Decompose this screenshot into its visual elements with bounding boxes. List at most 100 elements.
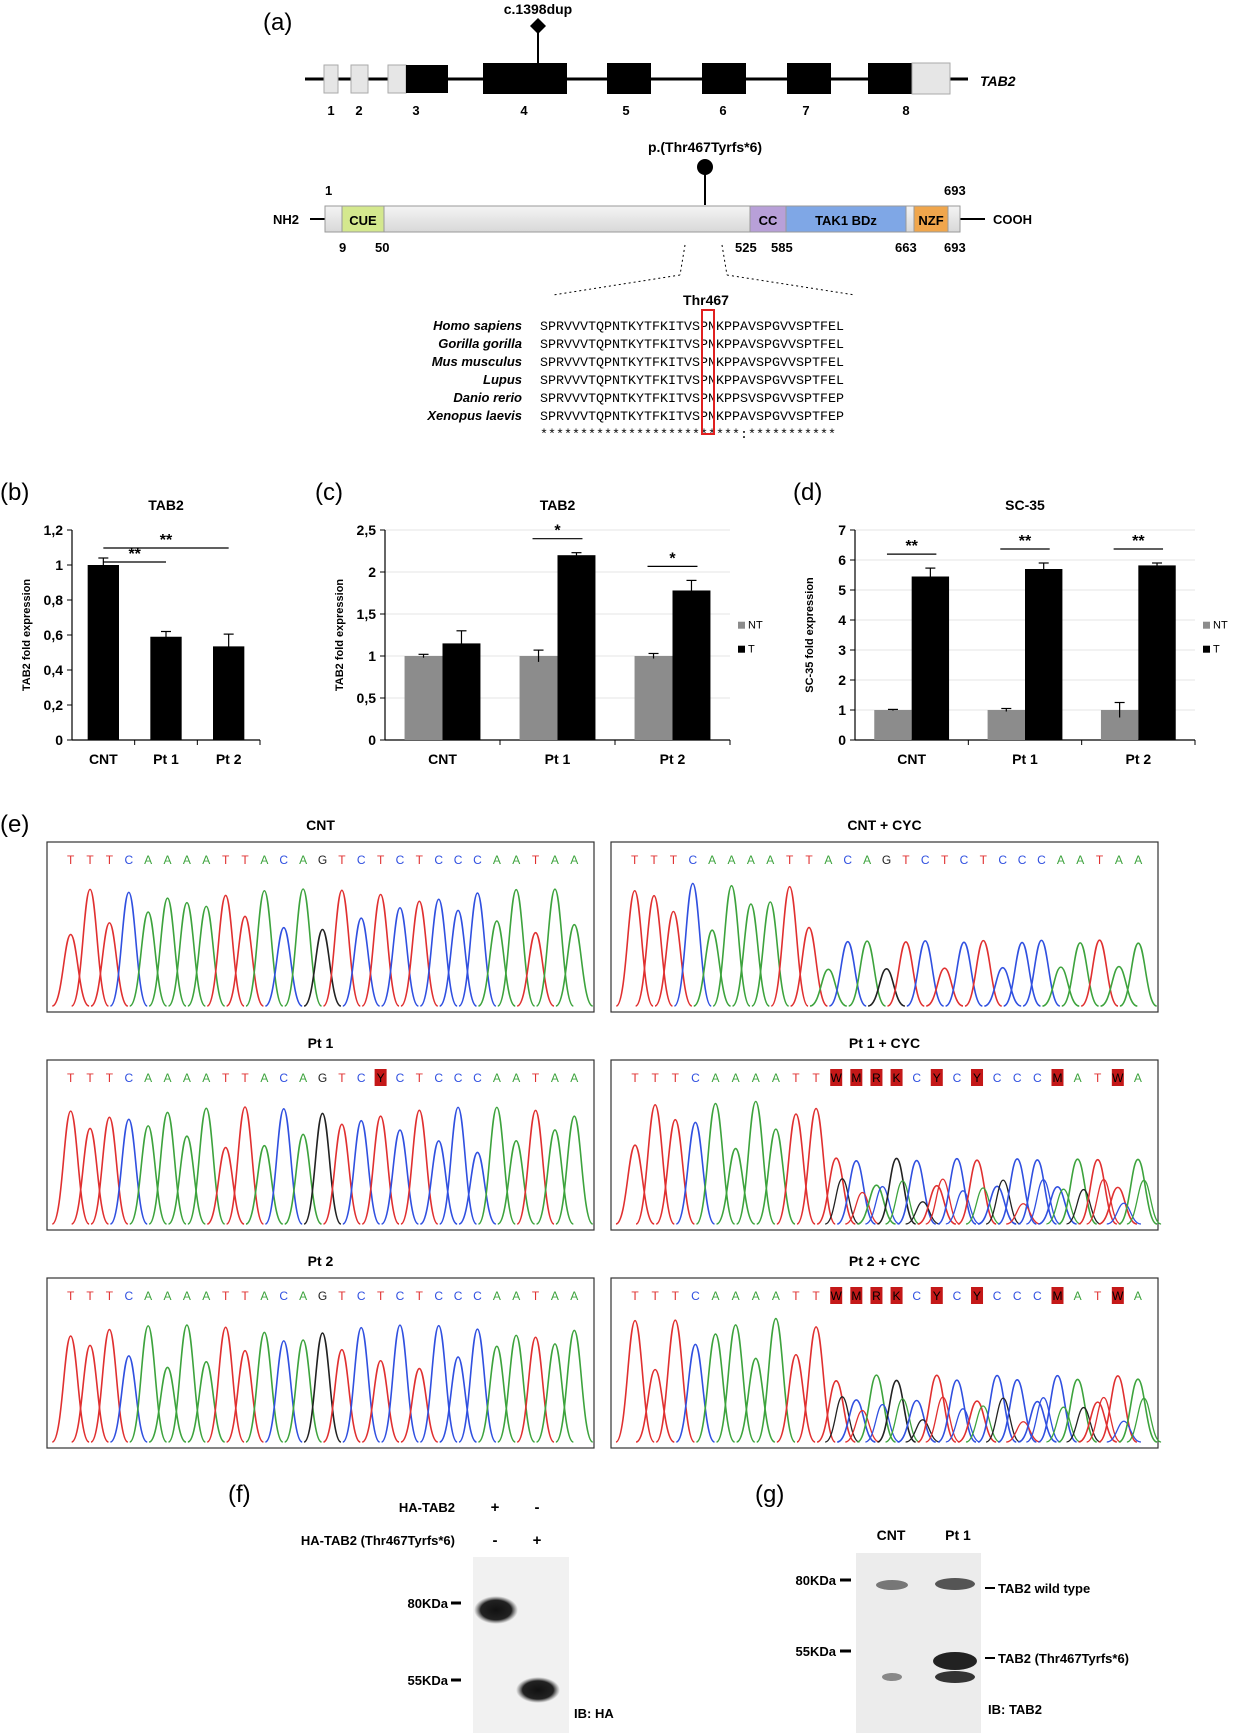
base-call: C (691, 1289, 700, 1303)
x-tick-label: Pt 2 (1125, 751, 1151, 767)
base-call: C (1033, 1289, 1042, 1303)
trace-peak (695, 1102, 736, 1225)
ha-tab2-mut-sign-1: - (493, 1532, 498, 1549)
base-call: A (299, 1071, 307, 1085)
base-call: T (805, 853, 813, 867)
trace-peak (957, 1159, 997, 1225)
base-call: K (893, 1071, 901, 1085)
trace-peak (516, 1336, 555, 1443)
base-call: Y (973, 1071, 981, 1085)
trace-peak (497, 1140, 536, 1225)
trace-peak-secondary (1066, 1406, 1101, 1443)
base-call: T (902, 853, 910, 867)
chromatogram: Pt 2T T T C A A A A T T A C A G T C T C T C C C A A T A A (46, 1253, 595, 1449)
y-tick-label: 7 (838, 522, 846, 538)
chromatogram: Pt 1T T T C A A A A T T A C A G T C Y C T C C C A A T A A (46, 1035, 595, 1231)
x-tick-label: CNT (89, 751, 118, 767)
trace-peak (303, 928, 342, 1007)
trace-peak (497, 1334, 536, 1443)
base-call: C (396, 1289, 405, 1303)
trace-peak (695, 1333, 736, 1443)
trace-peak (458, 1151, 497, 1225)
blot-g-band-pt1-wt (935, 1578, 975, 1590)
trace-peak (1037, 1374, 1077, 1443)
trace-peak (128, 911, 168, 1007)
base-call: T (377, 853, 385, 867)
chromatogram-title: Pt 2 (308, 1253, 334, 1269)
trace-peak (1118, 1158, 1158, 1225)
trace-peak (419, 898, 458, 1007)
ambiguous-base-highlight (1111, 1287, 1124, 1304)
trace-peak (70, 1127, 110, 1225)
trace-peak (342, 1326, 381, 1443)
base-call: A (260, 1071, 268, 1085)
base-call: C (1013, 1071, 1022, 1085)
legend-label: NT (748, 620, 763, 632)
trace-peak (477, 1345, 517, 1443)
ha-tab2-label: HA-TAB2 (399, 1500, 455, 1515)
trace-peak (458, 1328, 497, 1443)
base-call: A (1115, 853, 1123, 867)
base-call: T (377, 1289, 385, 1303)
ambiguous-base-highlight (971, 1287, 984, 1304)
domain-nzf-label: NZF (918, 213, 943, 228)
y-tick-label: 1 (368, 648, 376, 664)
blot-g-marker-55: 55KDa (796, 1644, 837, 1659)
pos-663: 663 (895, 240, 917, 255)
base-call: T (792, 1289, 800, 1303)
trace-peak (867, 967, 906, 1007)
ha-tab2-sign-1: + (491, 1499, 500, 1516)
trace-peak (937, 1379, 977, 1443)
base-call: C (912, 1071, 921, 1085)
aligned-sequence: SPRVVVTQPNTKYTFKITVSPNKPPAVSPGVVSPTFEL (540, 374, 844, 388)
trace-peak (361, 1115, 400, 1225)
bar (442, 643, 481, 740)
trace-peak-secondary (1046, 1188, 1081, 1225)
bar (1025, 569, 1063, 740)
base-call: A (551, 1289, 559, 1303)
base-call: G (318, 853, 327, 867)
y-tick-label: 3 (838, 642, 846, 658)
bar (911, 576, 950, 740)
y-tick-label: 0,8 (44, 592, 64, 608)
trace-peak (615, 1144, 655, 1225)
exon-3 (406, 65, 448, 93)
base-call: A (512, 853, 520, 867)
bar (1138, 565, 1176, 740)
species-name: Mus musculus (432, 354, 522, 369)
significance-label: ** (1132, 533, 1145, 550)
trace-peak (615, 1319, 655, 1443)
trace-peak (283, 888, 323, 1007)
base-call: C (473, 1289, 482, 1303)
base-call: T (222, 1289, 230, 1303)
base-call: T (86, 1289, 94, 1303)
trace-peak (380, 907, 420, 1007)
trace-peak (438, 1356, 478, 1443)
base-call: T (222, 853, 230, 867)
trace-peak (322, 1348, 362, 1443)
trace-peak (225, 1349, 265, 1443)
y-tick-label: 0 (55, 732, 63, 748)
blot-g-band-wt-label: TAB2 wild type (998, 1581, 1090, 1596)
species-name: Homo sapiens (433, 318, 522, 333)
base-call: C (691, 1071, 700, 1085)
bar (150, 636, 182, 740)
base-call: G (318, 1289, 327, 1303)
exon-5 (607, 63, 651, 94)
legend-label: NT (1213, 620, 1228, 632)
trace-peak-secondary (1126, 1397, 1162, 1443)
bar (87, 565, 119, 740)
base-call: Y (933, 1289, 941, 1303)
base-call: C (454, 1289, 463, 1303)
y-tick-label: 5 (838, 582, 846, 598)
chart-d: 0 1 2 3 4 5 6 7 SC-35 fold expression SC-35 CNT Pt … (804, 497, 1228, 767)
trace-peak (1098, 1186, 1138, 1225)
domain-cue-label: CUE (349, 213, 377, 228)
trace-peak-secondary (985, 1397, 1021, 1443)
mutation-diamond-icon (530, 18, 546, 34)
base-call: M (1052, 1289, 1062, 1303)
base-call: T (812, 1071, 820, 1085)
significance-label: ** (1019, 533, 1032, 550)
trace-peak (857, 1184, 896, 1225)
blot-g-band-mut-label: TAB2 (Thr467Tyrfs*6) (998, 1651, 1129, 1666)
